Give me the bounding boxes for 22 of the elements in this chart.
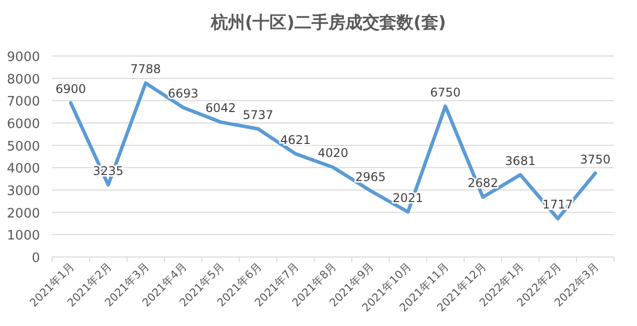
- data-label: 3681: [505, 154, 536, 168]
- y-tick-label: 0: [32, 251, 40, 266]
- data-label: 3750: [580, 152, 611, 166]
- y-tick-label: 9000: [6, 50, 40, 65]
- y-tick-label: 7000: [6, 94, 40, 110]
- data-label: 7788: [130, 62, 161, 76]
- data-label: 6750: [430, 85, 461, 100]
- data-label: 4020: [318, 146, 348, 160]
- y-tick-label: 8000: [6, 72, 40, 88]
- data-label: 4621: [280, 132, 311, 147]
- y-tick-label: 2000: [6, 206, 40, 222]
- data-label: 6693: [168, 86, 198, 101]
- y-tick-label: 5000: [6, 139, 40, 154]
- y-tick-label: 4000: [6, 162, 40, 177]
- data-label: 5737: [242, 108, 274, 122]
- data-label: 6042: [205, 101, 236, 116]
- data-label: 6900: [55, 82, 86, 96]
- data-label: 2965: [355, 170, 386, 184]
- y-tick-label: 3000: [6, 184, 40, 199]
- y-tick-label: 1000: [6, 228, 40, 244]
- y-tick-label: 6000: [6, 117, 40, 132]
- chart-title: 杭州(十区)二手房成交套数(套): [210, 13, 446, 33]
